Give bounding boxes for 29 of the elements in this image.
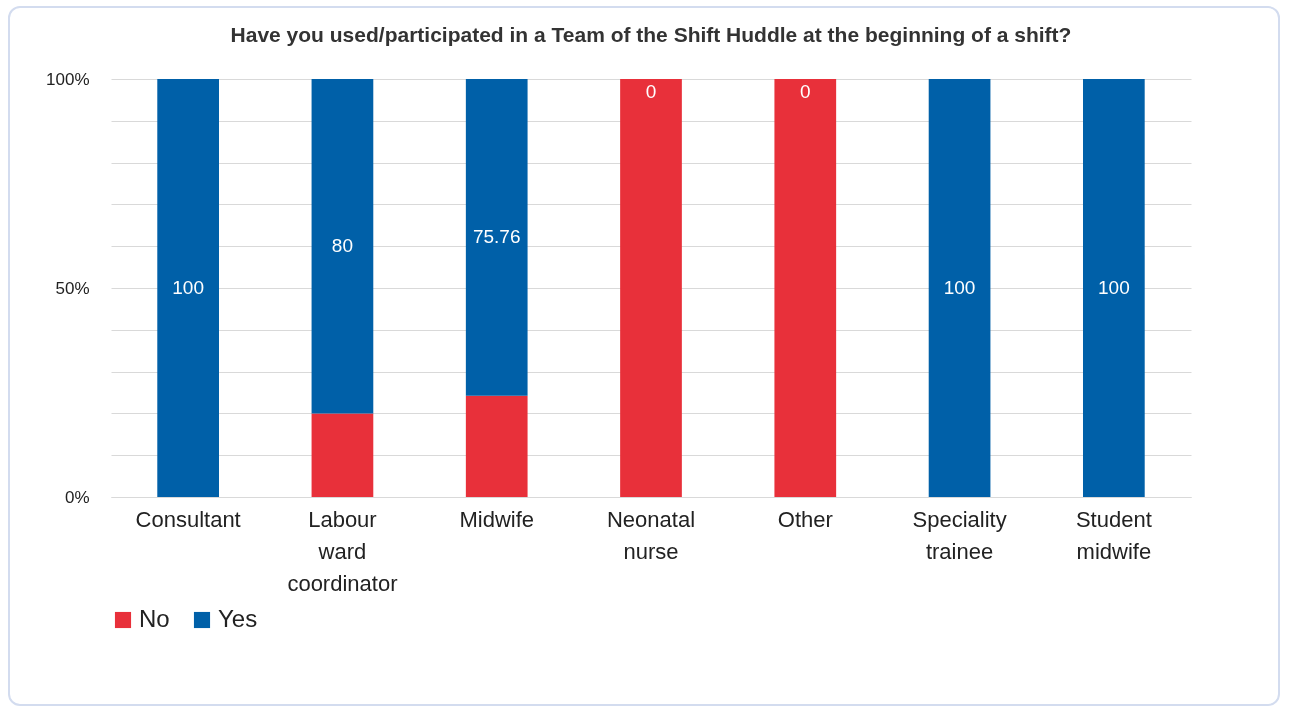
y-tick-label: 50% xyxy=(55,278,90,298)
x-tick-label: Student midwife xyxy=(1075,506,1152,564)
legend-label: Yes xyxy=(218,605,258,632)
bar xyxy=(465,395,528,497)
bar xyxy=(774,79,837,497)
data-label: 100 xyxy=(172,277,204,298)
bar xyxy=(157,79,219,497)
legend-label: No xyxy=(139,605,170,632)
x-tick-label: Speciality trainee xyxy=(912,506,1007,564)
y-tick-label: 0% xyxy=(64,487,90,507)
data-label: 100 xyxy=(943,277,976,298)
bar xyxy=(1083,79,1145,497)
data-label: 0 xyxy=(645,81,657,102)
bar xyxy=(928,79,991,497)
data-label: 0 xyxy=(800,81,811,102)
y-tick-label: 100% xyxy=(46,69,90,89)
x-tick-label: Neonatal nurse xyxy=(606,506,696,564)
data-label: 80 xyxy=(331,235,353,257)
x-tick-label: Labour ward coordinator xyxy=(287,506,398,596)
chart-title: Have you used/participated in a Team of the Shift Huddle at the beginning of a shift? xyxy=(230,23,1072,46)
x-tick-label: Other xyxy=(777,506,833,532)
bar xyxy=(465,79,528,396)
bar xyxy=(311,413,374,497)
bar xyxy=(311,79,374,414)
data-label: 100 xyxy=(1098,277,1130,298)
x-tick-label: Consultant xyxy=(135,506,241,532)
data-label: 75.76 xyxy=(472,226,521,248)
bar xyxy=(620,79,682,497)
x-tick-label: Midwife xyxy=(459,506,534,532)
